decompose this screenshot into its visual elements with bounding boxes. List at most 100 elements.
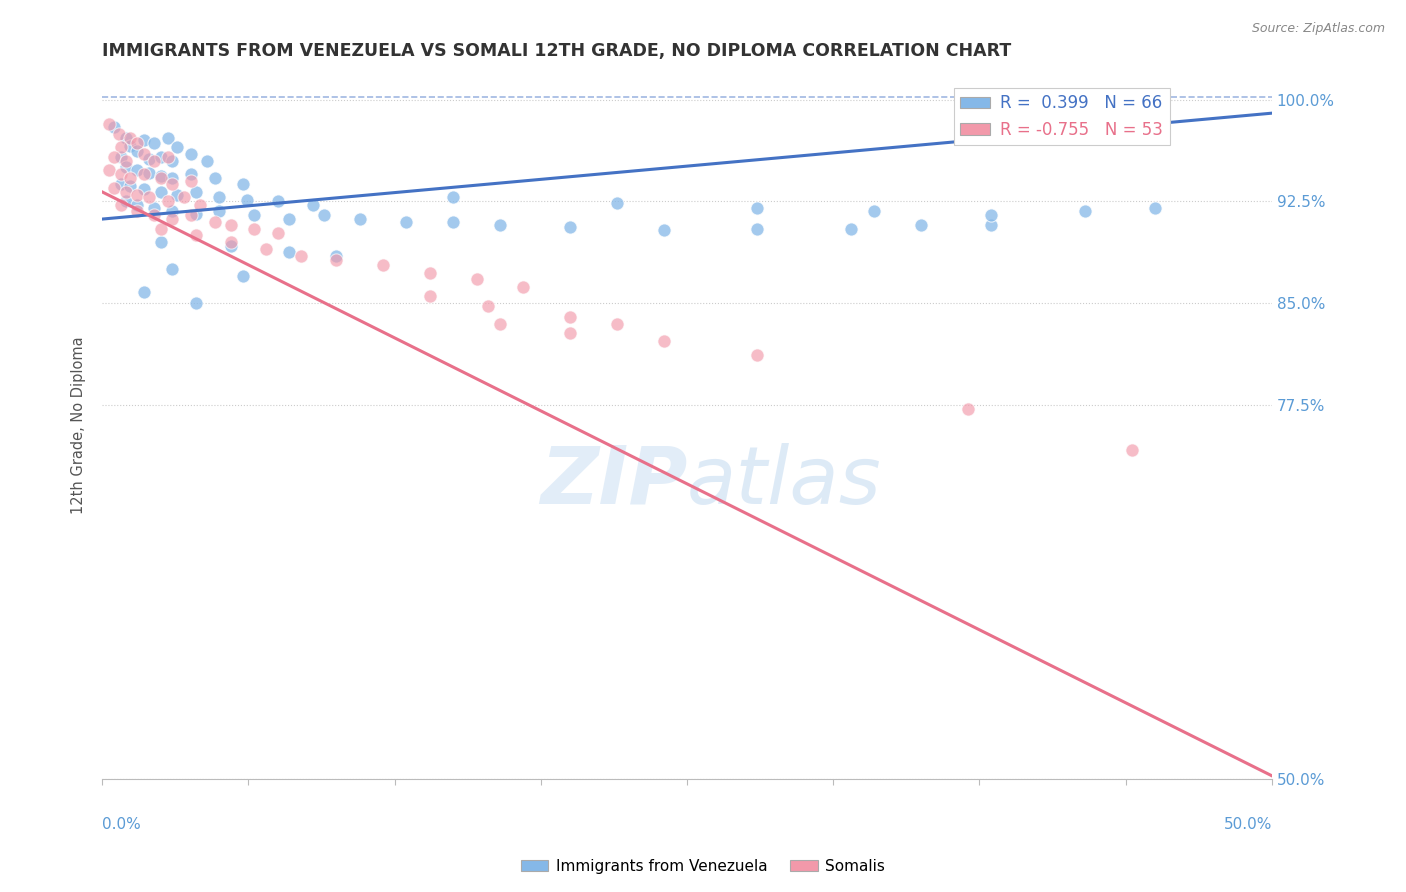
Point: [325, 249, 347, 263]
Point: [747, 348, 769, 362]
Point: [142, 136, 165, 150]
Point: [747, 201, 769, 215]
Point: [134, 285, 156, 300]
Point: [120, 130, 142, 145]
Point: [184, 296, 207, 310]
Point: [197, 153, 219, 168]
Point: [162, 171, 184, 186]
Point: [465, 272, 488, 286]
Point: [254, 242, 277, 256]
Point: [103, 150, 125, 164]
Point: [441, 190, 464, 204]
Point: [184, 185, 207, 199]
Point: [489, 218, 512, 232]
Point: [156, 194, 179, 209]
Point: [134, 167, 156, 181]
Point: [162, 212, 184, 227]
Point: [110, 198, 132, 212]
Point: [127, 163, 149, 178]
Point: [278, 244, 301, 259]
Point: [395, 215, 418, 229]
Point: [956, 402, 979, 417]
Point: [419, 266, 441, 280]
Point: [120, 179, 142, 194]
Point: [1074, 203, 1097, 218]
Point: [142, 208, 165, 222]
Point: [149, 171, 172, 186]
Point: [156, 150, 179, 164]
Point: [134, 133, 156, 147]
Point: [243, 221, 266, 235]
Point: [839, 221, 862, 235]
Point: [173, 190, 195, 204]
Point: [512, 280, 534, 294]
Point: [266, 194, 288, 209]
Point: [166, 187, 188, 202]
Point: [204, 215, 226, 229]
Point: [149, 169, 172, 183]
Point: [219, 218, 242, 232]
Legend: R =  0.399   N = 66, R = -0.755   N = 53: R = 0.399 N = 66, R = -0.755 N = 53: [953, 87, 1170, 145]
Point: [127, 144, 149, 158]
Text: Source: ZipAtlas.com: Source: ZipAtlas.com: [1251, 22, 1385, 36]
Point: [1143, 201, 1166, 215]
Point: [103, 120, 125, 134]
Point: [232, 177, 254, 191]
Point: [166, 140, 188, 154]
Point: [180, 147, 202, 161]
Point: [127, 187, 149, 202]
Point: [219, 235, 242, 249]
Point: [114, 194, 136, 209]
Point: [98, 163, 121, 178]
Text: 0.0%: 0.0%: [103, 817, 141, 832]
Point: [138, 153, 160, 167]
Point: [114, 185, 136, 199]
Point: [441, 215, 464, 229]
Point: [290, 249, 312, 263]
Point: [149, 235, 172, 249]
Point: [606, 195, 628, 210]
Point: [243, 208, 266, 222]
Point: [477, 299, 499, 313]
Text: atlas: atlas: [688, 443, 882, 521]
Point: [149, 150, 172, 164]
Point: [558, 310, 581, 324]
Point: [114, 161, 136, 175]
Point: [489, 317, 512, 331]
Text: 50.0%: 50.0%: [1223, 817, 1272, 832]
Point: [980, 208, 1002, 222]
Point: [208, 203, 231, 218]
Point: [162, 177, 184, 191]
Point: [127, 136, 149, 150]
Point: [162, 153, 184, 168]
Point: [349, 212, 371, 227]
Point: [1121, 442, 1143, 457]
Point: [98, 117, 121, 131]
Point: [371, 258, 394, 272]
Point: [652, 223, 675, 237]
Point: [120, 171, 142, 186]
Point: [162, 262, 184, 277]
Point: [863, 203, 886, 218]
Point: [110, 177, 132, 191]
Point: [301, 198, 323, 212]
Point: [138, 166, 160, 180]
Point: [190, 198, 212, 212]
Legend: Immigrants from Venezuela, Somalis: Immigrants from Venezuela, Somalis: [515, 853, 891, 880]
Point: [110, 167, 132, 181]
Point: [180, 167, 202, 181]
Point: [149, 185, 172, 199]
Point: [219, 239, 242, 253]
Point: [127, 203, 149, 218]
Point: [114, 153, 136, 168]
Point: [606, 317, 628, 331]
Text: ZIP: ZIP: [540, 443, 688, 521]
Point: [142, 201, 165, 215]
Point: [180, 174, 202, 188]
Point: [142, 153, 165, 168]
Point: [266, 226, 288, 240]
Point: [120, 138, 142, 153]
Y-axis label: 12th Grade, No Diploma: 12th Grade, No Diploma: [72, 336, 86, 515]
Point: [558, 326, 581, 340]
Point: [114, 130, 136, 145]
